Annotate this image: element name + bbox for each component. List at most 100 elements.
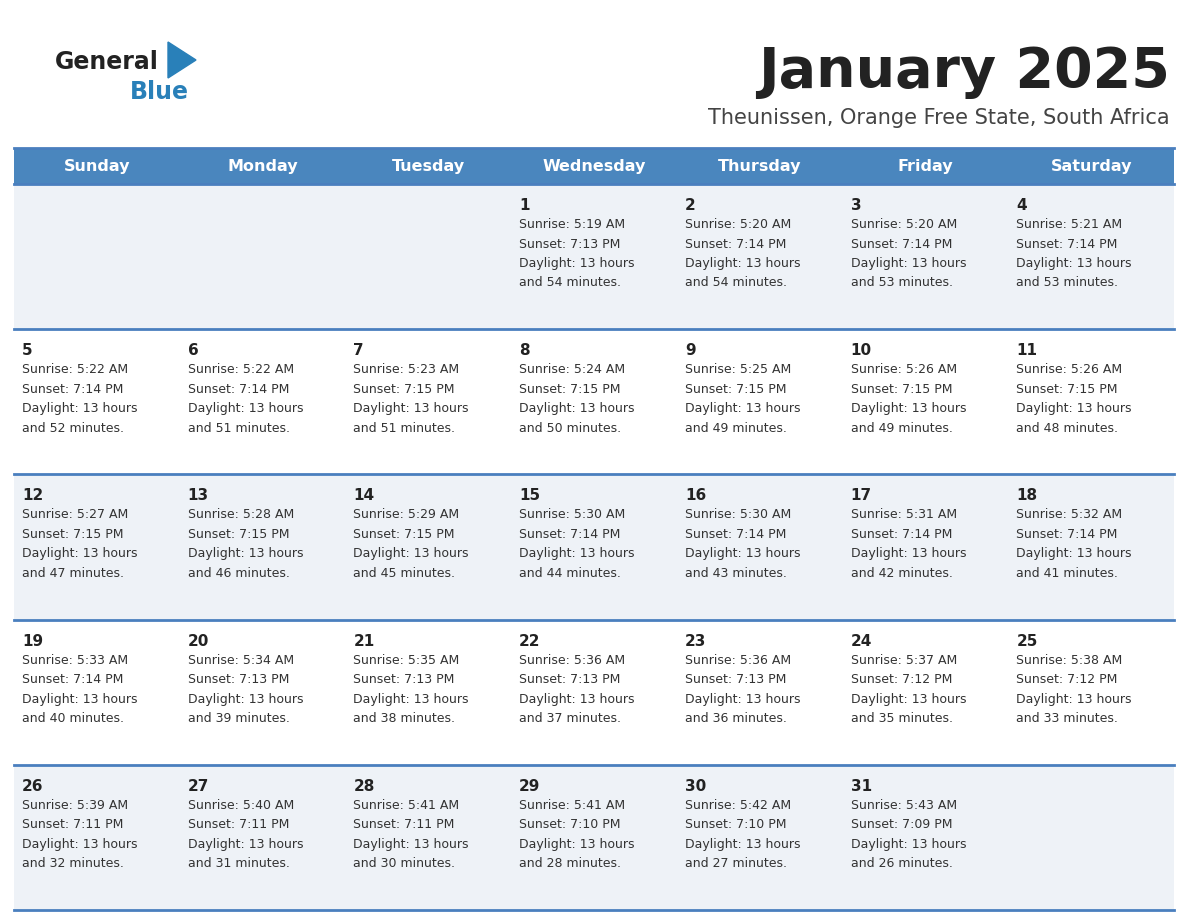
Text: Sunrise: 5:38 AM: Sunrise: 5:38 AM xyxy=(1016,654,1123,666)
Text: and 41 minutes.: and 41 minutes. xyxy=(1016,567,1118,580)
Text: 22: 22 xyxy=(519,633,541,649)
Text: Daylight: 13 hours: Daylight: 13 hours xyxy=(188,692,303,706)
Bar xyxy=(511,330,677,475)
Text: and 27 minutes.: and 27 minutes. xyxy=(684,857,786,870)
Bar xyxy=(179,620,346,765)
Text: Daylight: 13 hours: Daylight: 13 hours xyxy=(1016,692,1132,706)
Text: Sunset: 7:14 PM: Sunset: 7:14 PM xyxy=(1016,238,1118,251)
Text: Daylight: 13 hours: Daylight: 13 hours xyxy=(851,692,966,706)
Bar xyxy=(346,184,511,330)
Bar xyxy=(677,765,842,910)
Text: Daylight: 13 hours: Daylight: 13 hours xyxy=(188,547,303,560)
Text: Daylight: 13 hours: Daylight: 13 hours xyxy=(188,402,303,415)
Text: Thursday: Thursday xyxy=(718,159,802,174)
Bar xyxy=(346,475,511,620)
Text: Sunrise: 5:40 AM: Sunrise: 5:40 AM xyxy=(188,799,293,812)
Text: 7: 7 xyxy=(353,343,364,358)
Polygon shape xyxy=(168,42,196,78)
Bar xyxy=(511,475,677,620)
Text: Daylight: 13 hours: Daylight: 13 hours xyxy=(851,838,966,851)
Text: and 54 minutes.: and 54 minutes. xyxy=(519,276,621,289)
Text: Sunset: 7:15 PM: Sunset: 7:15 PM xyxy=(684,383,786,396)
Text: Daylight: 13 hours: Daylight: 13 hours xyxy=(684,692,801,706)
Text: Sunset: 7:15 PM: Sunset: 7:15 PM xyxy=(353,383,455,396)
Text: Sunrise: 5:32 AM: Sunrise: 5:32 AM xyxy=(1016,509,1123,521)
Text: Sunday: Sunday xyxy=(64,159,131,174)
Text: Sunrise: 5:36 AM: Sunrise: 5:36 AM xyxy=(519,654,625,666)
Text: Daylight: 13 hours: Daylight: 13 hours xyxy=(188,838,303,851)
Bar xyxy=(1009,620,1174,765)
Text: and 36 minutes.: and 36 minutes. xyxy=(684,712,786,725)
Text: Daylight: 13 hours: Daylight: 13 hours xyxy=(23,547,138,560)
Text: Sunset: 7:14 PM: Sunset: 7:14 PM xyxy=(23,673,124,686)
Text: Sunrise: 5:20 AM: Sunrise: 5:20 AM xyxy=(851,218,956,231)
Bar xyxy=(179,475,346,620)
Text: Daylight: 13 hours: Daylight: 13 hours xyxy=(684,257,801,270)
Bar xyxy=(14,330,179,475)
Text: Sunrise: 5:41 AM: Sunrise: 5:41 AM xyxy=(353,799,460,812)
Text: and 46 minutes.: and 46 minutes. xyxy=(188,567,290,580)
Text: 6: 6 xyxy=(188,343,198,358)
Text: and 40 minutes.: and 40 minutes. xyxy=(23,712,124,725)
Text: 28: 28 xyxy=(353,778,374,794)
Bar xyxy=(1009,148,1174,184)
Text: Sunrise: 5:20 AM: Sunrise: 5:20 AM xyxy=(684,218,791,231)
Text: Daylight: 13 hours: Daylight: 13 hours xyxy=(519,692,634,706)
Text: and 42 minutes.: and 42 minutes. xyxy=(851,567,953,580)
Text: 11: 11 xyxy=(1016,343,1037,358)
Text: and 44 minutes.: and 44 minutes. xyxy=(519,567,621,580)
Text: 19: 19 xyxy=(23,633,43,649)
Text: Sunset: 7:15 PM: Sunset: 7:15 PM xyxy=(23,528,124,541)
Bar xyxy=(179,184,346,330)
Text: Sunrise: 5:36 AM: Sunrise: 5:36 AM xyxy=(684,654,791,666)
Text: and 47 minutes.: and 47 minutes. xyxy=(23,567,124,580)
Text: Sunrise: 5:35 AM: Sunrise: 5:35 AM xyxy=(353,654,460,666)
Bar xyxy=(1009,765,1174,910)
Bar xyxy=(842,184,1009,330)
Text: and 38 minutes.: and 38 minutes. xyxy=(353,712,455,725)
Text: and 52 minutes.: and 52 minutes. xyxy=(23,421,124,435)
Text: Daylight: 13 hours: Daylight: 13 hours xyxy=(353,692,469,706)
Text: Sunset: 7:14 PM: Sunset: 7:14 PM xyxy=(23,383,124,396)
Bar xyxy=(14,475,179,620)
Bar xyxy=(1009,184,1174,330)
Text: Sunset: 7:14 PM: Sunset: 7:14 PM xyxy=(188,383,289,396)
Bar xyxy=(346,620,511,765)
Text: 5: 5 xyxy=(23,343,32,358)
Text: and 48 minutes.: and 48 minutes. xyxy=(1016,421,1118,435)
Text: Daylight: 13 hours: Daylight: 13 hours xyxy=(851,257,966,270)
Bar xyxy=(14,620,179,765)
Text: Sunrise: 5:23 AM: Sunrise: 5:23 AM xyxy=(353,364,460,376)
Text: 25: 25 xyxy=(1016,633,1037,649)
Text: Blue: Blue xyxy=(129,80,189,104)
Text: 24: 24 xyxy=(851,633,872,649)
Text: and 33 minutes.: and 33 minutes. xyxy=(1016,712,1118,725)
Text: 29: 29 xyxy=(519,778,541,794)
Text: Sunrise: 5:22 AM: Sunrise: 5:22 AM xyxy=(23,364,128,376)
Text: Sunset: 7:13 PM: Sunset: 7:13 PM xyxy=(519,238,620,251)
Text: 18: 18 xyxy=(1016,488,1037,503)
Text: Sunrise: 5:33 AM: Sunrise: 5:33 AM xyxy=(23,654,128,666)
Text: Daylight: 13 hours: Daylight: 13 hours xyxy=(353,838,469,851)
Text: 3: 3 xyxy=(851,198,861,213)
Text: and 28 minutes.: and 28 minutes. xyxy=(519,857,621,870)
Bar xyxy=(677,475,842,620)
Text: and 45 minutes.: and 45 minutes. xyxy=(353,567,455,580)
Text: 10: 10 xyxy=(851,343,872,358)
Bar xyxy=(677,184,842,330)
Bar xyxy=(179,765,346,910)
Text: Friday: Friday xyxy=(898,159,953,174)
Text: and 51 minutes.: and 51 minutes. xyxy=(353,421,455,435)
Text: Sunset: 7:10 PM: Sunset: 7:10 PM xyxy=(684,818,786,832)
Bar xyxy=(346,148,511,184)
Bar xyxy=(14,765,179,910)
Text: Daylight: 13 hours: Daylight: 13 hours xyxy=(353,402,469,415)
Text: Sunset: 7:15 PM: Sunset: 7:15 PM xyxy=(851,383,952,396)
Text: Sunrise: 5:21 AM: Sunrise: 5:21 AM xyxy=(1016,218,1123,231)
Text: Daylight: 13 hours: Daylight: 13 hours xyxy=(519,547,634,560)
Bar xyxy=(842,330,1009,475)
Text: and 30 minutes.: and 30 minutes. xyxy=(353,857,455,870)
Text: Daylight: 13 hours: Daylight: 13 hours xyxy=(1016,547,1132,560)
Text: Daylight: 13 hours: Daylight: 13 hours xyxy=(1016,257,1132,270)
Text: Sunrise: 5:34 AM: Sunrise: 5:34 AM xyxy=(188,654,293,666)
